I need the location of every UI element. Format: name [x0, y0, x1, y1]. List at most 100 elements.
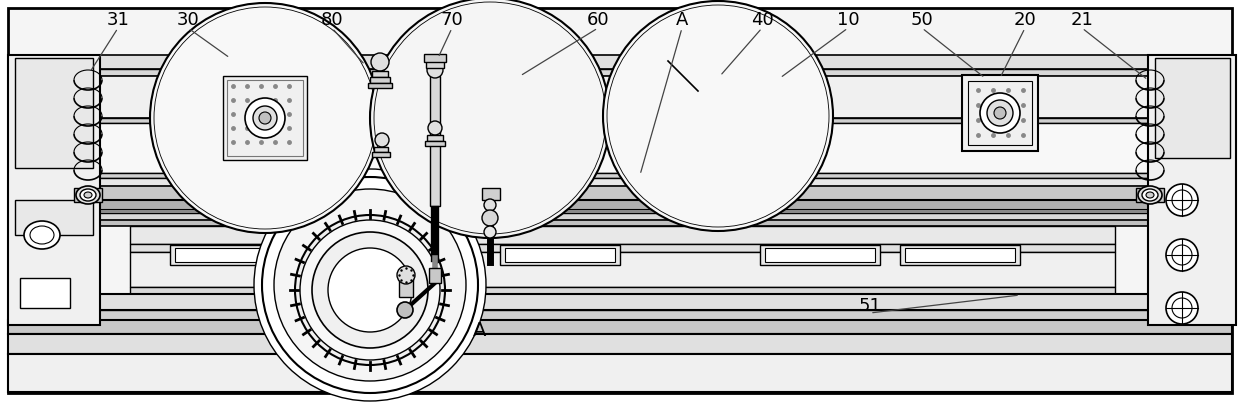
Bar — [50, 294, 1190, 310]
Text: 60: 60 — [587, 11, 609, 29]
Bar — [962, 75, 1038, 151]
Ellipse shape — [1146, 192, 1154, 198]
Bar — [95, 210, 1149, 213]
Text: 30: 30 — [176, 11, 200, 29]
Bar — [95, 173, 1149, 178]
Circle shape — [397, 302, 413, 318]
Ellipse shape — [30, 226, 55, 244]
Circle shape — [603, 1, 833, 231]
Circle shape — [397, 266, 415, 284]
Circle shape — [374, 133, 389, 147]
Circle shape — [312, 232, 428, 348]
Circle shape — [1166, 184, 1198, 216]
Bar — [95, 55, 1149, 69]
Bar — [130, 226, 1115, 244]
Text: 40: 40 — [750, 11, 774, 29]
Bar — [368, 83, 392, 88]
Circle shape — [254, 169, 486, 401]
Circle shape — [994, 107, 1006, 119]
Bar — [95, 200, 1149, 210]
Bar — [15, 200, 93, 235]
Ellipse shape — [81, 189, 95, 201]
Bar — [505, 248, 615, 262]
Circle shape — [329, 248, 412, 332]
Text: 50: 50 — [910, 11, 934, 29]
Bar — [372, 71, 388, 77]
Bar — [223, 76, 308, 160]
Bar — [430, 76, 440, 206]
Bar — [1148, 55, 1236, 325]
Bar — [20, 278, 69, 308]
Bar — [1136, 188, 1164, 202]
Bar — [7, 55, 100, 325]
Circle shape — [300, 220, 440, 360]
Text: 51: 51 — [858, 297, 882, 315]
Text: 20: 20 — [1013, 11, 1037, 29]
Bar — [227, 80, 303, 156]
Circle shape — [484, 226, 496, 238]
Bar — [482, 188, 500, 200]
Text: 10: 10 — [837, 11, 859, 29]
Circle shape — [1166, 292, 1198, 324]
Bar — [427, 60, 444, 68]
Circle shape — [253, 106, 277, 130]
Text: 31: 31 — [107, 11, 129, 29]
Bar — [429, 268, 441, 283]
Bar — [968, 81, 1032, 145]
Bar — [425, 141, 445, 146]
Bar — [760, 245, 880, 265]
Text: 21: 21 — [1070, 11, 1094, 29]
Circle shape — [987, 100, 1013, 126]
Bar — [765, 248, 875, 262]
Bar — [95, 186, 1149, 200]
Ellipse shape — [1138, 186, 1162, 204]
Bar — [1154, 58, 1230, 158]
Circle shape — [295, 215, 445, 365]
Bar — [7, 320, 1233, 334]
Bar — [50, 310, 1190, 320]
Ellipse shape — [1142, 189, 1158, 201]
Ellipse shape — [24, 221, 60, 249]
Circle shape — [259, 112, 272, 124]
Circle shape — [246, 98, 285, 138]
Bar — [95, 118, 1149, 123]
Circle shape — [370, 0, 610, 238]
Circle shape — [262, 177, 477, 393]
Ellipse shape — [84, 192, 92, 198]
Bar — [95, 69, 1149, 76]
Bar — [500, 245, 620, 265]
Text: A: A — [676, 11, 688, 29]
Bar — [175, 248, 285, 262]
Circle shape — [1166, 239, 1198, 271]
Bar — [95, 76, 1149, 118]
Bar — [95, 178, 1149, 186]
Bar — [95, 220, 1149, 226]
Bar — [374, 147, 388, 152]
Bar — [399, 275, 413, 297]
Text: 80: 80 — [321, 11, 343, 29]
Circle shape — [980, 93, 1021, 133]
Circle shape — [371, 53, 389, 71]
Bar — [15, 58, 93, 168]
Circle shape — [484, 199, 496, 211]
Bar — [130, 252, 1115, 287]
Bar — [905, 248, 1016, 262]
Bar — [130, 244, 1115, 252]
Text: 70: 70 — [440, 11, 464, 29]
Bar — [424, 54, 446, 62]
Bar — [74, 188, 102, 202]
Bar — [372, 152, 391, 157]
Bar — [130, 287, 1115, 294]
Bar — [95, 213, 1149, 220]
Circle shape — [428, 121, 441, 135]
Circle shape — [482, 210, 498, 226]
Bar — [7, 334, 1233, 354]
Bar — [427, 135, 443, 141]
Bar — [7, 354, 1233, 392]
Circle shape — [274, 189, 466, 381]
Circle shape — [427, 62, 443, 78]
Text: A: A — [474, 320, 486, 339]
Bar — [370, 77, 391, 83]
Bar — [900, 245, 1021, 265]
Bar — [170, 245, 290, 265]
